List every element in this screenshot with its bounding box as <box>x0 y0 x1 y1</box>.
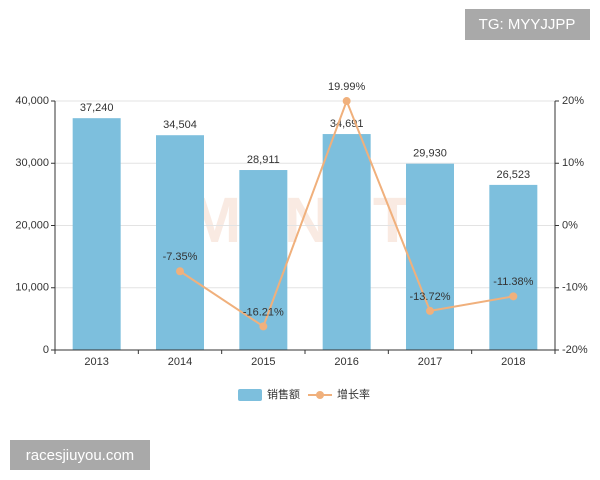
bar <box>156 135 204 350</box>
line-point <box>176 267 184 276</box>
y-tick-label: 20,000 <box>15 219 49 231</box>
watermark-text: TG: MYYJJPP <box>479 16 576 33</box>
line-value-label: -13.72% <box>410 291 451 303</box>
bar <box>406 163 454 350</box>
x-tick-label: 2013 <box>84 356 108 368</box>
line-point <box>342 97 351 106</box>
y2-tick-label: 0% <box>562 219 578 231</box>
legend-swatch <box>316 391 324 399</box>
y-tick-label: 10,000 <box>15 282 49 294</box>
y2-tick-label: 10% <box>562 157 584 169</box>
line-value-label: -16.21% <box>243 306 284 318</box>
x-tick-label: 2018 <box>501 356 525 368</box>
line-value-label: -11.38% <box>493 276 533 288</box>
legend-swatch <box>238 389 262 401</box>
x-tick-label: 2016 <box>334 356 358 368</box>
y-tick-label: 40,000 <box>15 95 49 107</box>
bar-value-label: 34,504 <box>163 119 197 131</box>
bar <box>489 184 538 350</box>
y2-tick-label: 20% <box>562 95 584 107</box>
bar-value-label: 26,523 <box>497 169 531 181</box>
line-value-label: -7.35% <box>163 251 198 263</box>
bar-value-label: 28,911 <box>247 154 280 166</box>
y-tick-label: 30,000 <box>15 157 49 169</box>
legend-label: 销售额 <box>267 387 300 401</box>
legend-label: 增长率 <box>337 387 370 401</box>
watermark-box <box>10 440 150 470</box>
bar <box>322 134 371 350</box>
line-value-label: 19.99% <box>328 81 366 93</box>
bar <box>239 170 288 350</box>
x-tick-label: 2017 <box>418 356 442 368</box>
x-tick-label: 2014 <box>168 356 192 368</box>
line-point <box>509 292 518 301</box>
watermark-text: racesjiuyou.com <box>26 447 134 464</box>
background-watermark: MENET <box>188 184 412 256</box>
bar-value-label: 29,930 <box>413 148 447 160</box>
bar <box>72 118 121 350</box>
watermark-box <box>465 9 590 40</box>
x-tick-label: 2015 <box>251 356 275 368</box>
bar-value-label: 37,240 <box>80 102 114 114</box>
y-tick-label: 0 <box>43 344 49 356</box>
y2-tick-label: -20% <box>562 344 588 356</box>
line-point <box>259 322 268 331</box>
line-point <box>426 306 434 315</box>
y2-tick-label: -10% <box>562 282 588 294</box>
